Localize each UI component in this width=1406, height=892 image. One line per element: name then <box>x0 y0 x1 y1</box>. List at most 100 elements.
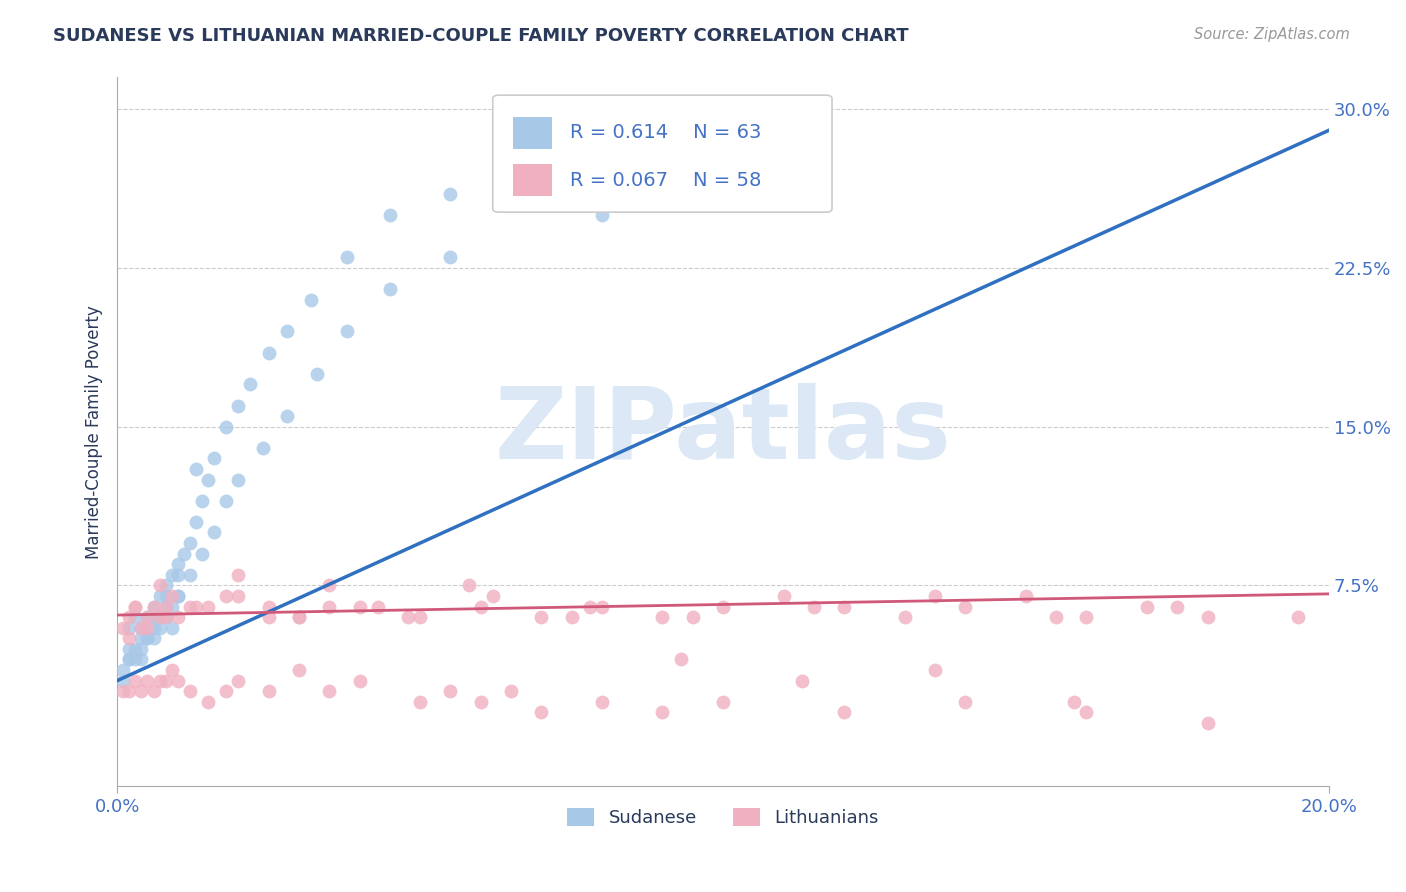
Point <box>396 610 419 624</box>
Point <box>239 377 262 392</box>
Point <box>142 599 165 614</box>
Point <box>131 632 153 646</box>
Point <box>378 282 401 296</box>
Point <box>499 684 522 698</box>
Point <box>142 621 165 635</box>
Point <box>136 673 159 688</box>
Point <box>136 610 159 624</box>
Point <box>215 684 238 698</box>
Text: R = 0.614    N = 63: R = 0.614 N = 63 <box>571 123 762 142</box>
Point <box>651 706 673 720</box>
Point <box>166 589 188 603</box>
Point <box>118 632 141 646</box>
Point <box>530 706 553 720</box>
Point <box>1063 695 1085 709</box>
Point <box>112 663 135 677</box>
Point <box>166 610 188 624</box>
Point <box>439 186 461 201</box>
Point <box>160 663 183 677</box>
Point <box>257 684 280 698</box>
Point <box>257 599 280 614</box>
Point <box>299 293 322 307</box>
Point <box>349 599 371 614</box>
Point <box>215 493 238 508</box>
Point <box>651 610 673 624</box>
Point <box>179 599 201 614</box>
Point <box>591 208 613 222</box>
Point <box>166 673 188 688</box>
Point <box>155 673 177 688</box>
Point <box>160 621 183 635</box>
FancyBboxPatch shape <box>492 95 832 212</box>
Point <box>215 419 238 434</box>
Point <box>112 673 135 688</box>
Point <box>124 599 146 614</box>
Point <box>252 441 274 455</box>
Point <box>257 345 280 359</box>
Point <box>228 399 250 413</box>
Point <box>1076 706 1098 720</box>
Point <box>149 610 172 624</box>
Point <box>124 610 146 624</box>
Point <box>307 367 329 381</box>
Point <box>155 599 177 614</box>
Bar <box>513 117 553 149</box>
Point <box>318 684 340 698</box>
Point <box>179 684 201 698</box>
Point <box>228 589 250 603</box>
Point <box>142 632 165 646</box>
Point <box>288 610 311 624</box>
Point <box>124 652 146 666</box>
Point <box>457 578 479 592</box>
Point <box>155 599 177 614</box>
Point <box>131 641 153 656</box>
Point <box>499 166 522 180</box>
Point <box>288 610 311 624</box>
Point <box>136 632 159 646</box>
Point <box>669 652 692 666</box>
Point <box>790 673 813 688</box>
Point <box>682 610 704 624</box>
Point <box>349 673 371 688</box>
Point <box>1197 610 1219 624</box>
Legend: Sudanese, Lithuanians: Sudanese, Lithuanians <box>560 800 886 834</box>
Point <box>136 632 159 646</box>
Point <box>173 547 195 561</box>
Point <box>118 652 141 666</box>
Point <box>166 567 188 582</box>
Point <box>228 567 250 582</box>
Point <box>409 695 432 709</box>
Point <box>166 558 188 572</box>
Point <box>711 695 734 709</box>
Point <box>215 589 238 603</box>
Point <box>955 695 977 709</box>
Point <box>149 621 172 635</box>
Point <box>288 663 311 677</box>
Bar <box>513 164 553 196</box>
Point <box>124 599 146 614</box>
Point <box>142 610 165 624</box>
Point <box>439 251 461 265</box>
Point <box>149 578 172 592</box>
Point <box>591 695 613 709</box>
Point <box>179 536 201 550</box>
Point <box>131 621 153 635</box>
Point <box>118 621 141 635</box>
Point <box>772 589 794 603</box>
Point <box>470 599 492 614</box>
Point <box>118 652 141 666</box>
Text: Source: ZipAtlas.com: Source: ZipAtlas.com <box>1194 27 1350 42</box>
Point <box>228 473 250 487</box>
Point <box>155 589 177 603</box>
Point <box>367 599 389 614</box>
Point <box>924 589 946 603</box>
Point <box>560 610 582 624</box>
Point <box>131 652 153 666</box>
Text: R = 0.067    N = 58: R = 0.067 N = 58 <box>571 170 762 190</box>
Point <box>1076 610 1098 624</box>
Point <box>1288 610 1310 624</box>
Text: ZIPatlas: ZIPatlas <box>495 384 952 481</box>
Point <box>711 599 734 614</box>
Point <box>1166 599 1188 614</box>
Point <box>1045 610 1067 624</box>
